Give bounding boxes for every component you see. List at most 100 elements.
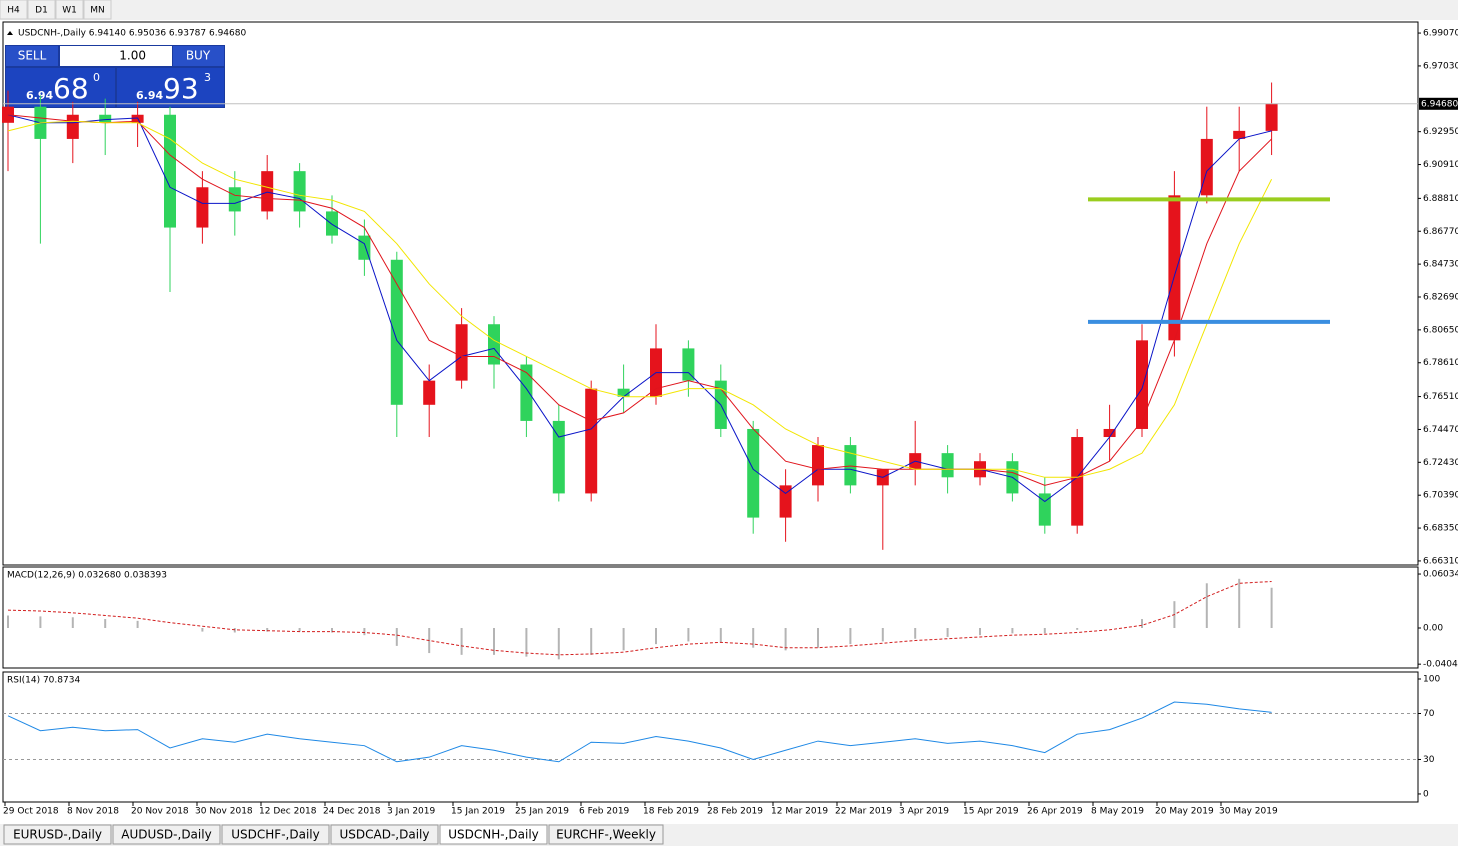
y-tick-label: 6.86770 xyxy=(1423,227,1458,237)
x-tick-label: 30 Nov 2018 xyxy=(195,807,253,817)
candle-body xyxy=(1168,195,1181,341)
candle-body xyxy=(261,171,274,212)
ask-box[interactable] xyxy=(117,68,224,107)
y-tick-label: 6.80650 xyxy=(1423,325,1458,335)
symbol-tab-label: USDCNH-,Daily xyxy=(448,828,539,842)
x-tick-label: 15 Apr 2019 xyxy=(963,807,1019,817)
symbol-tab[interactable] xyxy=(112,824,221,845)
candle-body xyxy=(488,324,500,365)
x-tick-label: 25 Jan 2019 xyxy=(515,807,569,817)
candle-body xyxy=(941,453,954,478)
y-tick-label: 6.99070 xyxy=(1423,29,1458,39)
x-tick-label: 24 Dec 2018 xyxy=(323,807,381,817)
symbol-tab[interactable] xyxy=(548,824,664,845)
bid-fraction: 0 xyxy=(93,71,100,84)
x-tick-label: 6 Feb 2019 xyxy=(579,807,630,817)
price-tag-label: 6.94680 xyxy=(1421,99,1458,109)
candle-body xyxy=(66,114,79,139)
x-tick-label: 12 Dec 2018 xyxy=(259,807,317,817)
timeframe-label: D1 xyxy=(35,6,48,16)
macd-panel xyxy=(2,566,1419,669)
candle-body xyxy=(196,187,209,228)
x-tick-label: 3 Jan 2019 xyxy=(387,807,435,817)
candle-body xyxy=(455,324,468,381)
symbol-tab-label: USDCHF-,Daily xyxy=(231,828,319,842)
candle-body xyxy=(1103,428,1116,438)
y-tick-label: 30 xyxy=(1423,755,1435,765)
toolbar-bg xyxy=(0,0,1458,20)
signal-line xyxy=(7,580,1272,656)
y-tick-label: 6.72430 xyxy=(1423,458,1458,468)
y-tick-label: 0.00 xyxy=(1423,624,1443,634)
y-tick-label: 0.060342 xyxy=(1423,570,1458,580)
y-tick-label: 6.82690 xyxy=(1423,292,1458,302)
rsi-panel xyxy=(2,671,1419,803)
x-tick-label: 30 May 2019 xyxy=(1219,807,1278,817)
ask-fraction: 3 xyxy=(204,71,211,84)
x-tick-label: 3 Apr 2019 xyxy=(899,807,949,817)
candle-body xyxy=(812,445,824,486)
candle-body xyxy=(682,348,695,381)
y-tick-label: 6.70390 xyxy=(1423,491,1458,501)
candle-body xyxy=(228,187,241,212)
indicator-title: RSI(14) 70.8734 xyxy=(7,676,80,686)
y-tick-label: 6.78610 xyxy=(1423,358,1458,368)
sell-label: SELL xyxy=(18,49,47,63)
lot-input[interactable] xyxy=(60,46,172,66)
symbol-tab[interactable] xyxy=(221,824,330,845)
x-tick-label: 8 Nov 2018 xyxy=(67,807,119,817)
indicator-title: MACD(12,26,9) 0.032680 0.038393 xyxy=(7,571,167,581)
timeframe-label: MN xyxy=(90,6,105,16)
symbol-tab[interactable] xyxy=(330,824,439,845)
chart-header: USDCNH-,Daily 6.94140 6.95036 6.93787 6.… xyxy=(18,29,246,39)
symbol-tab[interactable] xyxy=(3,824,112,845)
candle-body xyxy=(1038,493,1051,526)
x-tick-label: 8 May 2019 xyxy=(1091,807,1144,817)
candle-body xyxy=(552,420,565,494)
y-tick-label: 6.90910 xyxy=(1423,160,1458,170)
symbol-tab-label: AUDUSD-,Daily xyxy=(121,828,211,842)
candle-body xyxy=(164,114,176,228)
y-tick-label: 100 xyxy=(1423,675,1440,685)
candle-body xyxy=(293,171,306,212)
moving-average xyxy=(7,114,1272,503)
x-tick-label: 29 Oct 2018 xyxy=(3,807,59,817)
candle-body xyxy=(779,485,792,518)
candle-body xyxy=(1136,340,1148,429)
moving-average xyxy=(7,114,1272,486)
collapse-icon[interactable] xyxy=(7,31,13,35)
candle-body xyxy=(423,380,436,405)
timeframe-button[interactable] xyxy=(83,0,112,20)
bid-box[interactable] xyxy=(6,68,115,107)
y-tick-label: 70 xyxy=(1423,709,1435,719)
timeframe-label: W1 xyxy=(62,6,77,16)
trade-panel: SELL 1.00 BUY 6.94 68 0 6.94 93 3 xyxy=(5,45,225,108)
timeframe-button[interactable] xyxy=(27,0,56,20)
x-tick-label: 28 Feb 2019 xyxy=(707,807,763,817)
x-tick-label: 12 Mar 2019 xyxy=(771,807,828,817)
candle-body xyxy=(520,364,533,421)
buy-button[interactable] xyxy=(173,46,224,66)
x-tick-label: 22 Mar 2019 xyxy=(835,807,892,817)
sell-button[interactable] xyxy=(6,46,58,66)
bid-pips: 68 xyxy=(53,72,89,105)
candle-body xyxy=(617,388,630,397)
timeframe-button[interactable] xyxy=(55,0,84,20)
y-tick-label: 6.97030 xyxy=(1423,61,1458,71)
candle-body xyxy=(747,428,760,518)
candle-body xyxy=(390,259,403,405)
y-tick-label: 6.88810 xyxy=(1423,194,1458,204)
candle-body xyxy=(585,388,598,494)
y-tick-label: -0.04041 xyxy=(1423,660,1458,670)
y-tick-label: 6.66310 xyxy=(1423,556,1458,566)
y-tick-label: 6.76510 xyxy=(1423,392,1458,402)
price-panel xyxy=(2,21,1419,566)
candle-body xyxy=(1233,130,1246,139)
timeframe-button[interactable] xyxy=(0,0,28,20)
x-tick-label: 20 May 2019 xyxy=(1155,807,1214,817)
symbol-tab[interactable] xyxy=(439,824,548,845)
candle-body xyxy=(1071,437,1084,526)
symbol-tab-label: EURUSD-,Daily xyxy=(13,828,102,842)
